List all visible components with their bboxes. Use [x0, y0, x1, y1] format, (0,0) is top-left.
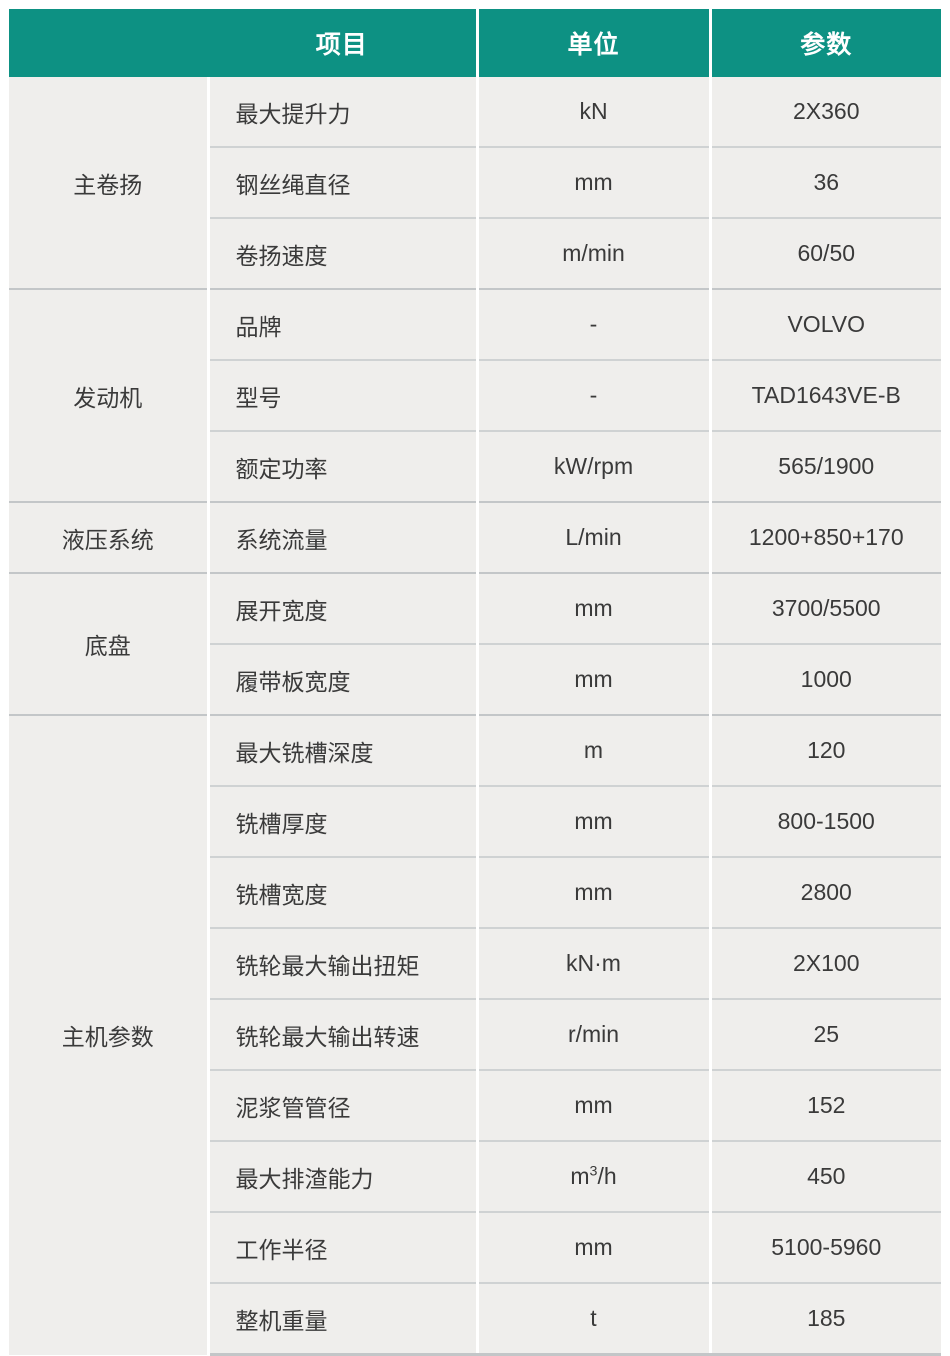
- item-name-cell: 额定功率: [208, 430, 479, 502]
- unit-cell: mm: [477, 1211, 712, 1283]
- unit-cell: mm: [477, 785, 712, 857]
- unit-cell: mm: [477, 146, 712, 218]
- value-cell: 3700/5500: [710, 572, 941, 644]
- column-header-group-blank: [9, 9, 208, 77]
- item-name-cell: 展开宽度: [208, 572, 479, 644]
- table-row: 额定功率 kW/rpm 565/1900: [9, 430, 941, 502]
- unit-cell: mm: [477, 1069, 712, 1141]
- item-name-cell: 履带板宽度: [208, 643, 479, 715]
- value-cell: VOLVO: [710, 288, 941, 360]
- table-row: 铣槽宽度 mm 2800: [9, 856, 941, 928]
- value-cell: 25: [710, 998, 941, 1070]
- item-name-cell: 品牌: [208, 288, 479, 360]
- item-name-cell: 钢丝绳直径: [208, 146, 479, 218]
- value-cell: 565/1900: [710, 430, 941, 502]
- value-cell: 2800: [710, 856, 941, 928]
- unit-cell: kN: [477, 77, 712, 147]
- table-row: 发动机 品牌 - VOLVO: [9, 288, 941, 502]
- table-row: 卷扬速度 m/min 60/50: [9, 217, 941, 289]
- value-cell: 800-1500: [710, 785, 941, 857]
- item-name-cell: 工作半径: [208, 1211, 479, 1283]
- unit-cell: m/min: [477, 217, 712, 289]
- table-body: 主卷扬 最大提升力 kN 2X360 钢丝绳直径 mm 36 卷扬速度 m/min 60/50 发动…: [9, 77, 941, 1356]
- value-cell: 1000: [710, 643, 941, 715]
- value-cell: 36: [710, 146, 941, 218]
- table-row: 铣轮最大输出转速 r/min 25: [9, 998, 941, 1070]
- unit-cell: mm: [477, 856, 712, 928]
- item-name-cell: 铣槽厚度: [208, 785, 479, 857]
- table-row: 主机参数 最大铣槽深度 m 120: [9, 714, 941, 1355]
- table-row: 履带板宽度 mm 1000: [9, 643, 941, 715]
- item-name-cell: 最大提升力: [208, 77, 479, 147]
- unit-cell: kN·m: [477, 927, 712, 999]
- value-cell: 60/50: [710, 217, 941, 289]
- value-cell: 5100-5960: [710, 1211, 941, 1283]
- value-cell: 152: [710, 1069, 941, 1141]
- group-label-cell: 底盘: [9, 572, 210, 715]
- item-name-cell: 最大排渣能力: [208, 1140, 479, 1212]
- unit-cell: kW/rpm: [477, 430, 712, 502]
- item-name-cell: 铣轮最大输出转速: [208, 998, 479, 1070]
- value-cell: 1200+850+170: [710, 501, 941, 573]
- header-row: 项目 单位 参数: [9, 9, 941, 77]
- table-row: 铣槽厚度 mm 800-1500: [9, 785, 941, 857]
- table-row: 钢丝绳直径 mm 36: [9, 146, 941, 218]
- unit-cell: m: [477, 714, 712, 786]
- value-cell: 185: [710, 1282, 941, 1356]
- item-name-cell: 系统流量: [208, 501, 479, 573]
- unit-cell: mm: [477, 643, 712, 715]
- unit-cell: m3/h: [477, 1140, 712, 1212]
- value-cell: 120: [710, 714, 941, 786]
- value-cell: TAD1643VE-B: [710, 359, 941, 431]
- group-label-cell: 液压系统: [9, 501, 210, 573]
- item-name-cell: 型号: [208, 359, 479, 431]
- item-name-cell: 铣槽宽度: [208, 856, 479, 928]
- item-name-cell: 泥浆管管径: [208, 1069, 479, 1141]
- table-row: 液压系统 系统流量 L/min 1200+850+170: [9, 501, 941, 573]
- unit-cell: -: [477, 359, 712, 431]
- group-label-cell: 主机参数: [9, 714, 210, 1355]
- table-row: 底盘 展开宽度 mm 3700/5500: [9, 572, 941, 715]
- table-row: 工作半径 mm 5100-5960: [9, 1211, 941, 1283]
- column-header-item: 项目: [208, 9, 479, 77]
- item-name-cell: 铣轮最大输出扭矩: [208, 927, 479, 999]
- unit-cell: -: [477, 288, 712, 360]
- group-label-cell: 主卷扬: [9, 77, 210, 289]
- table-row: 型号 - TAD1643VE-B: [9, 359, 941, 431]
- column-header-unit: 单位: [477, 9, 712, 77]
- table-header: 项目 单位 参数: [9, 9, 941, 77]
- specification-table-container: 项目 单位 参数 主卷扬 最大提升力 kN 2X360 钢丝绳直径 mm 36 卷扬速度 m/m…: [9, 9, 941, 1356]
- item-name-cell: 整机重量: [208, 1282, 479, 1356]
- item-name-cell: 卷扬速度: [208, 217, 479, 289]
- table-row: 泥浆管管径 mm 152: [9, 1069, 941, 1141]
- value-cell: 450: [710, 1140, 941, 1212]
- unit-cell: L/min: [477, 501, 712, 573]
- table-row: 最大排渣能力 m3/h 450: [9, 1140, 941, 1212]
- unit-cell: t: [477, 1282, 712, 1356]
- column-header-value: 参数: [710, 9, 941, 77]
- value-cell: 2X360: [710, 77, 941, 147]
- item-name-cell: 最大铣槽深度: [208, 714, 479, 786]
- table-row: 主卷扬 最大提升力 kN 2X360: [9, 77, 941, 289]
- unit-cell: r/min: [477, 998, 712, 1070]
- specification-table: 项目 单位 参数 主卷扬 最大提升力 kN 2X360 钢丝绳直径 mm 36 卷扬速度 m/m…: [9, 9, 941, 1356]
- unit-cell: mm: [477, 572, 712, 644]
- group-label-cell: 发动机: [9, 288, 210, 502]
- table-row: 铣轮最大输出扭矩 kN·m 2X100: [9, 927, 941, 999]
- value-cell: 2X100: [710, 927, 941, 999]
